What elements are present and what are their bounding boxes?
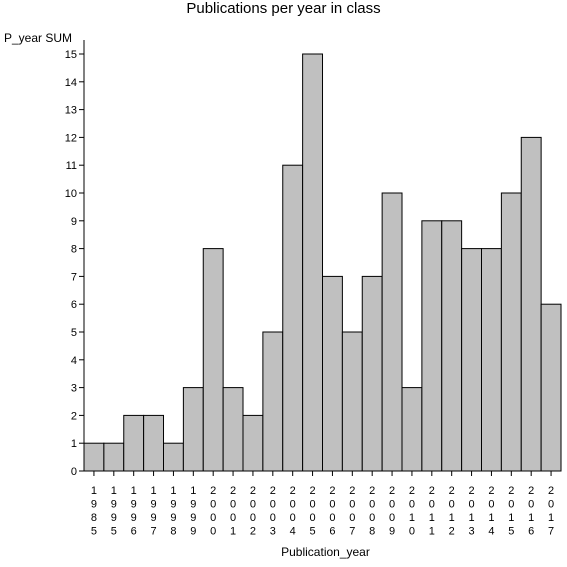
bar-2015 xyxy=(500,192,522,472)
bar-2011 xyxy=(421,220,443,472)
bar-2013 xyxy=(461,248,483,472)
y-tick-label-12: 12 xyxy=(65,132,77,144)
bar-2014 xyxy=(481,248,502,472)
bar-2007 xyxy=(341,331,363,472)
bar-2009 xyxy=(381,192,403,472)
bar-2004 xyxy=(282,164,304,472)
x-axis-title: Publication_year xyxy=(0,545,567,559)
y-tick-label-6: 6 xyxy=(71,299,77,311)
bar-2001 xyxy=(222,387,244,472)
chart-title: Publications per year in class xyxy=(186,0,381,17)
bar-2003 xyxy=(262,331,284,472)
bar-2010 xyxy=(401,387,423,472)
y-tick-label-7: 7 xyxy=(71,271,77,283)
x-axis-title-text: Publication_year xyxy=(281,545,370,559)
y-tick-label-14: 14 xyxy=(65,77,77,89)
bar-2017 xyxy=(540,303,562,472)
y-tick-label-9: 9 xyxy=(71,216,77,228)
bar-1995 xyxy=(103,442,125,472)
y-tick-label-11: 11 xyxy=(66,160,77,172)
y-tick-label-1: 1 xyxy=(71,438,77,450)
y-axis-title: P_year SUM xyxy=(4,31,73,45)
y-tick-label-0: 0 xyxy=(71,466,77,478)
y-tick-label-8: 8 xyxy=(71,244,77,256)
bar-1985 xyxy=(83,442,105,472)
y-tick-label-10: 10 xyxy=(65,188,77,200)
bar-2000 xyxy=(202,248,224,472)
bar-1999 xyxy=(182,387,204,472)
bar-1998 xyxy=(163,442,184,472)
bars-group xyxy=(83,53,562,472)
bar-1997 xyxy=(143,414,165,472)
y-tick-label-15: 15 xyxy=(65,49,77,61)
bar-2005 xyxy=(302,53,324,472)
bar-2012 xyxy=(441,220,463,472)
y-tick-label-3: 3 xyxy=(71,383,77,395)
bar-1996 xyxy=(123,414,145,472)
bar-2006 xyxy=(322,275,343,472)
bar-2002 xyxy=(242,414,264,472)
y-tick-label-2: 2 xyxy=(71,410,77,422)
y-tick-label-5: 5 xyxy=(71,327,77,339)
x-axis: 1 9 8 5 1 9 9 5 1 9 9 6 1 9 9 7 1 9 9 8 1 9 9 9 2 0 0 0 2 0 0 1 2 0 0 2 2 0 0 3… xyxy=(84,470,561,538)
bar-2008 xyxy=(361,275,383,472)
bar-2016 xyxy=(520,136,542,472)
y-tick-label-13: 13 xyxy=(65,105,77,117)
y-tick-label-4: 4 xyxy=(71,355,77,367)
